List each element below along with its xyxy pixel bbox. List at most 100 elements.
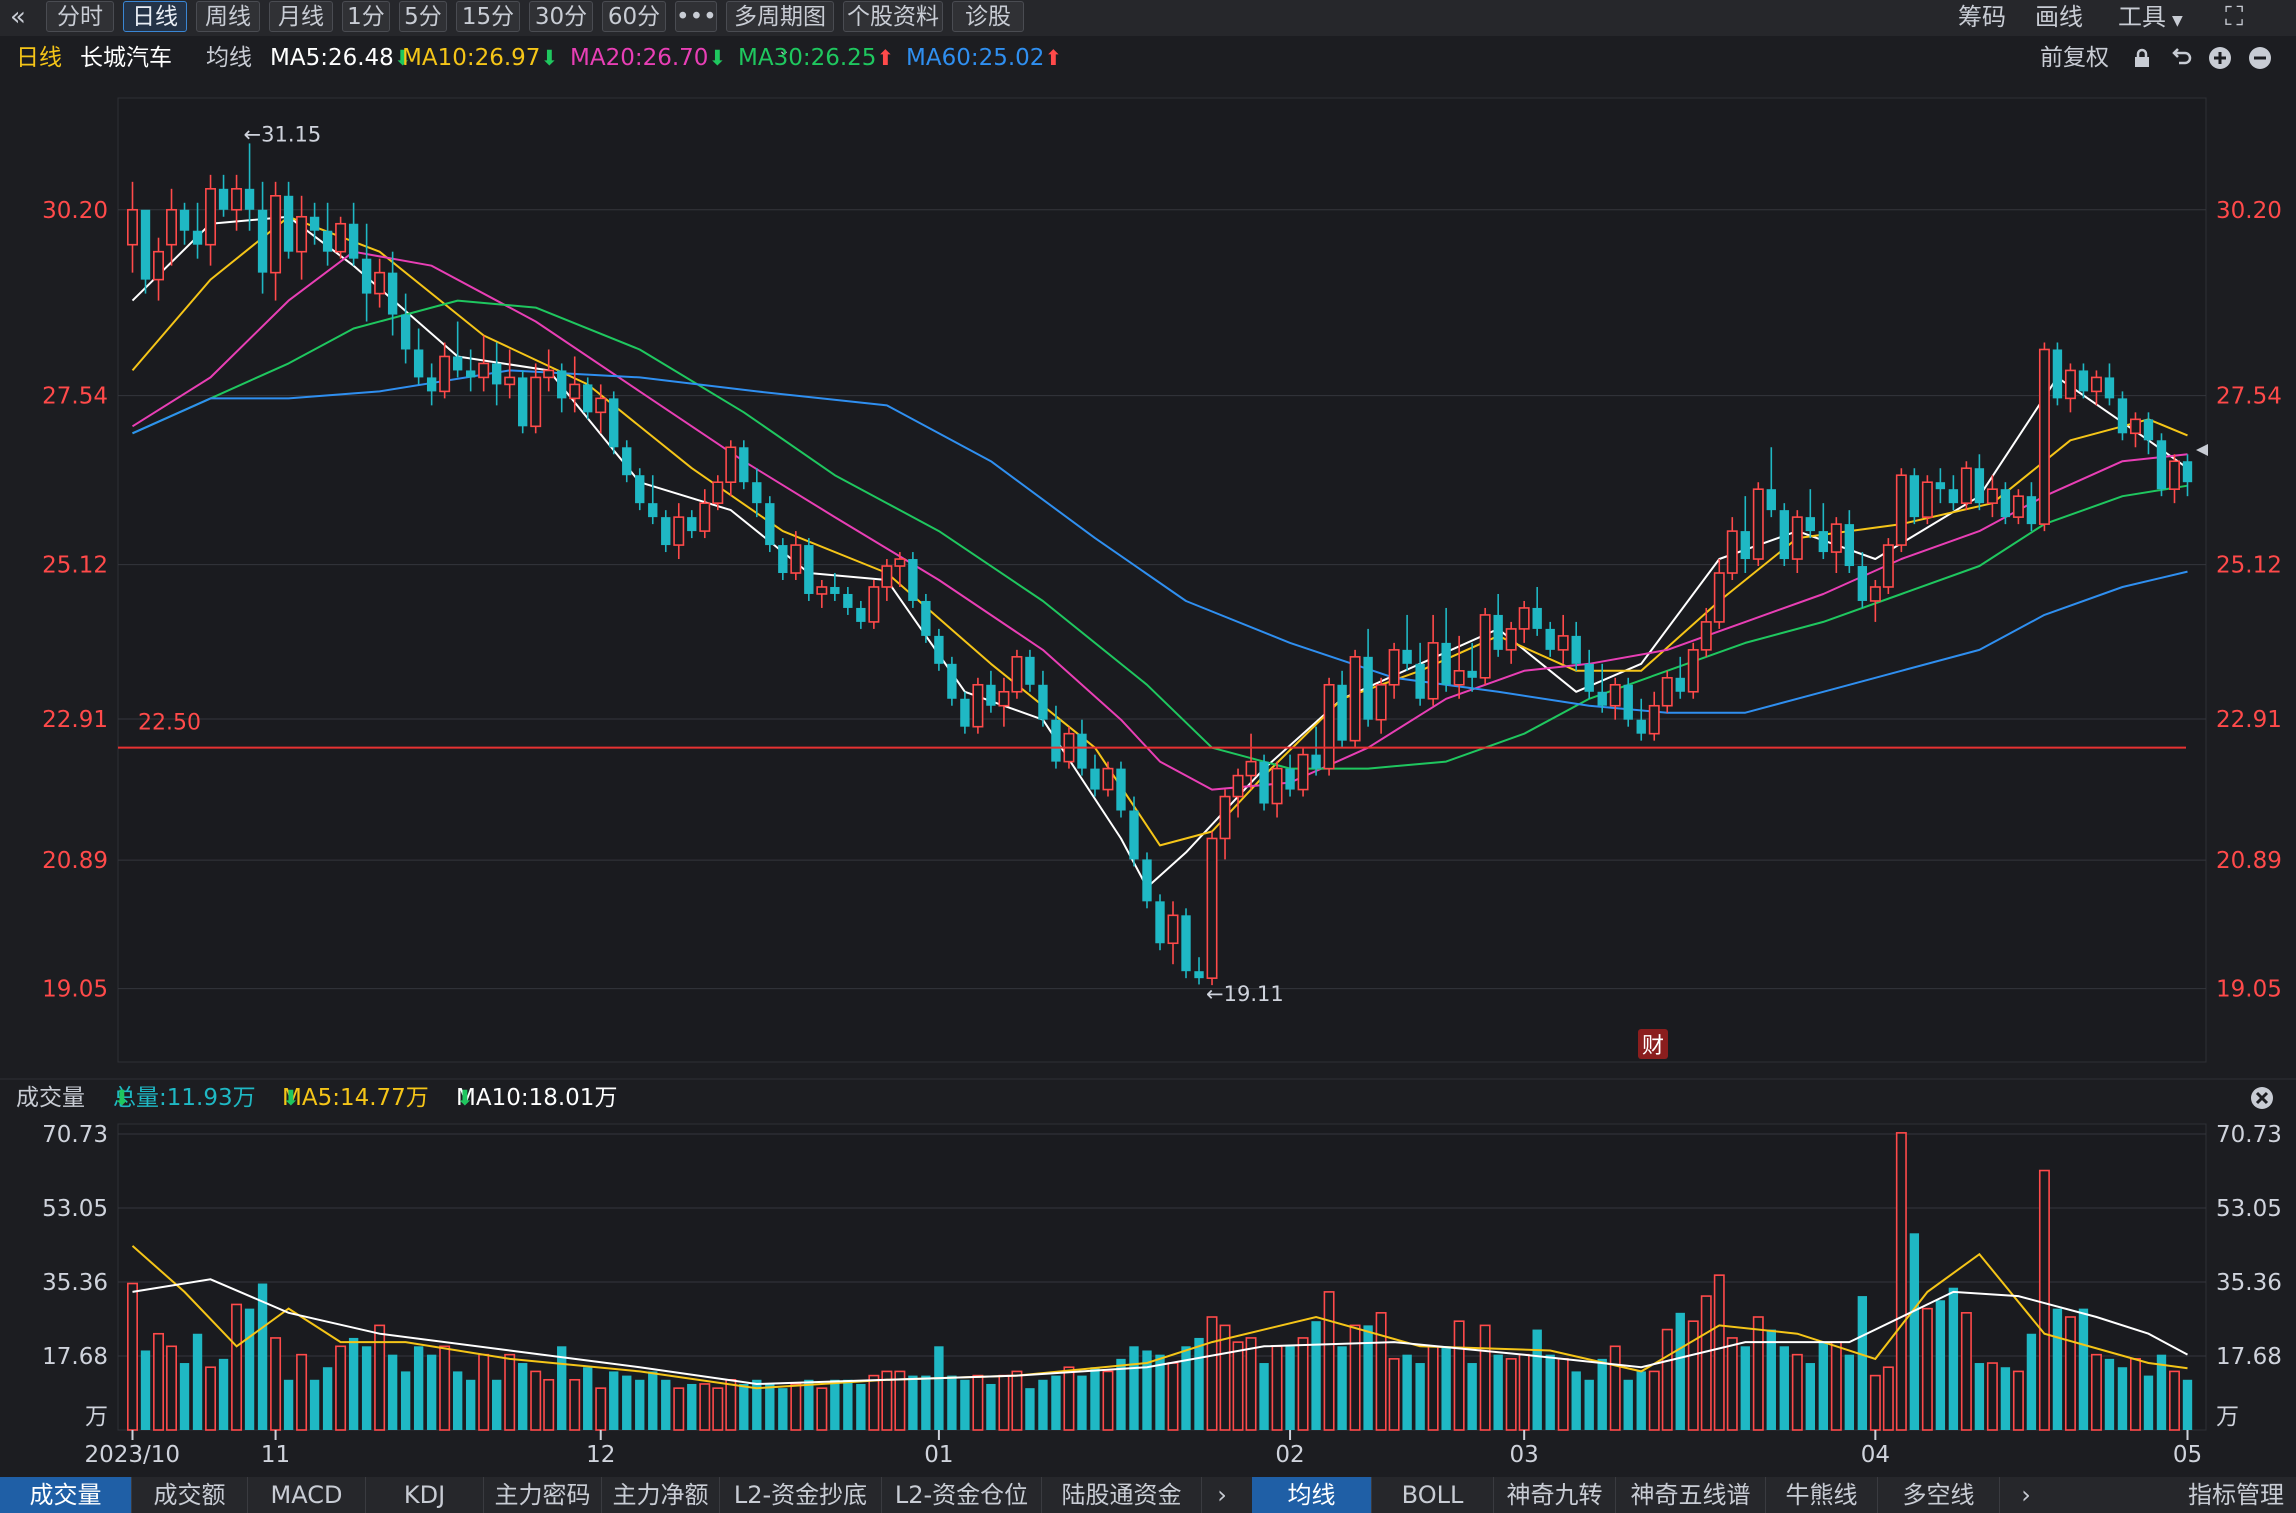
lock-icon[interactable] bbox=[2130, 46, 2154, 70]
candle-body bbox=[1441, 642, 1451, 685]
finance-marker[interactable]: 财 bbox=[1638, 1029, 1668, 1059]
volume-bar bbox=[296, 1353, 308, 1431]
overlay-tab-4[interactable]: 牛熊线 bbox=[1766, 1477, 1878, 1513]
zoom-out-icon[interactable] bbox=[2248, 46, 2272, 70]
chevron-right-icon[interactable]: › bbox=[1217, 1481, 1227, 1509]
tab-2[interactable]: 周线 bbox=[196, 1, 260, 32]
candle bbox=[921, 593, 931, 643]
indicator-tab-1[interactable]: 成交额 bbox=[132, 1477, 248, 1513]
volume-bar bbox=[1844, 1354, 1855, 1430]
candle-body bbox=[1271, 767, 1283, 805]
indicator-manage-button[interactable]: 指标管理 bbox=[2188, 1481, 2284, 1509]
candle-body bbox=[439, 355, 451, 393]
candle-body bbox=[894, 558, 906, 567]
overlay-tab-2[interactable]: 神奇九转 bbox=[1494, 1477, 1616, 1513]
volume-bar bbox=[1675, 1312, 1685, 1430]
candle bbox=[1441, 607, 1451, 692]
tab-12[interactable]: 诊股 bbox=[952, 1, 1024, 32]
candle bbox=[1051, 705, 1061, 769]
candle bbox=[1882, 538, 1894, 594]
candle-body bbox=[244, 188, 255, 210]
candle-body bbox=[712, 481, 724, 504]
draw-line-button[interactable]: 画线 bbox=[2035, 3, 2083, 31]
candle bbox=[1363, 628, 1373, 727]
indicator-tab-2[interactable]: MACD bbox=[248, 1477, 366, 1513]
tab-0[interactable]: 分时 bbox=[46, 1, 114, 32]
tab-6[interactable]: 15分 bbox=[456, 1, 520, 32]
undo-icon[interactable] bbox=[2170, 46, 2194, 70]
price-axis-label-left: 25.12 bbox=[42, 553, 108, 579]
overlay-tab-0[interactable]: 均线 bbox=[1252, 1477, 1372, 1513]
candle bbox=[687, 510, 697, 539]
indicator-tab-3[interactable]: KDJ bbox=[366, 1477, 484, 1513]
indicator-tab-0[interactable]: 成交量 bbox=[0, 1477, 132, 1513]
close-icon[interactable] bbox=[2250, 1086, 2274, 1110]
candle bbox=[569, 356, 581, 413]
double-chevron-left-icon[interactable]: « bbox=[10, 2, 26, 32]
candle bbox=[1102, 761, 1114, 797]
volume-bar bbox=[166, 1345, 178, 1431]
candle-body bbox=[1311, 754, 1321, 769]
overlay-tab-3[interactable]: 神奇五线谱 bbox=[1616, 1477, 1766, 1513]
indicator-tab-5[interactable]: 主力净额 bbox=[602, 1477, 720, 1513]
candle bbox=[1726, 517, 1738, 580]
volume-bar bbox=[998, 1374, 1010, 1431]
candle bbox=[1206, 831, 1218, 986]
tab-5[interactable]: 5分 bbox=[399, 1, 447, 32]
candle bbox=[725, 440, 737, 497]
candle bbox=[400, 293, 411, 364]
candle bbox=[1623, 677, 1633, 727]
tab-1[interactable]: 日线 bbox=[123, 1, 187, 32]
volume-bar bbox=[1779, 1346, 1789, 1430]
ma-legend-2: MA20:26.70⬇ bbox=[570, 38, 726, 78]
candle bbox=[699, 489, 711, 539]
candle bbox=[1479, 607, 1491, 685]
support-label: 22.50 bbox=[138, 711, 201, 736]
candle-body bbox=[1518, 607, 1530, 630]
volume-bar bbox=[1116, 1358, 1126, 1430]
tools-button[interactable]: 工具 ▼ bbox=[2118, 0, 2183, 34]
tab-3[interactable]: 月线 bbox=[269, 1, 333, 32]
candle-body bbox=[830, 586, 840, 594]
candle bbox=[2038, 342, 2050, 532]
adjust-mode-button[interactable]: 前复权 bbox=[2040, 45, 2109, 71]
candle bbox=[790, 531, 802, 580]
expand-icon[interactable]: ⛶ bbox=[2225, 2, 2244, 32]
overlay-tab-1[interactable]: BOLL bbox=[1372, 1477, 1494, 1513]
candle bbox=[1375, 677, 1387, 734]
volume-bar bbox=[609, 1371, 619, 1430]
period-label: 日线 bbox=[16, 45, 62, 71]
volume-bar bbox=[1518, 1353, 1530, 1431]
candle-body bbox=[881, 565, 893, 588]
more-chevron-icon[interactable]: › bbox=[2021, 1481, 2031, 1509]
tab-11[interactable]: 个股资料 bbox=[843, 1, 943, 32]
candle bbox=[1766, 447, 1776, 518]
volume-bar bbox=[518, 1363, 528, 1430]
volume-bar bbox=[752, 1379, 762, 1430]
tab-8[interactable]: 60分 bbox=[602, 1, 666, 32]
candle-body bbox=[270, 194, 282, 274]
candle bbox=[2143, 412, 2154, 455]
candle-body bbox=[140, 209, 151, 280]
candle bbox=[1909, 468, 1920, 525]
tab-7[interactable]: 30分 bbox=[529, 1, 593, 32]
tab-10[interactable]: 多周期图 ⌄ bbox=[726, 1, 834, 59]
candle-body bbox=[1844, 524, 1855, 567]
volume-bar bbox=[739, 1383, 749, 1430]
tab-4[interactable]: 1分 bbox=[342, 1, 390, 32]
tab-9[interactable]: ••• bbox=[675, 1, 717, 32]
overlay-tab-5[interactable]: 多空线 bbox=[1878, 1477, 2000, 1513]
indicator-tab-4[interactable]: 主力密码 bbox=[484, 1477, 602, 1513]
candle-body bbox=[804, 545, 814, 594]
volume-bar bbox=[1090, 1367, 1100, 1430]
chips-button[interactable]: 筹码 bbox=[1958, 3, 2006, 31]
zoom-in-icon[interactable] bbox=[2208, 46, 2232, 70]
candle bbox=[140, 209, 151, 294]
indicator-tab-8[interactable]: 陆股通资金 bbox=[1042, 1477, 1202, 1513]
candle-body bbox=[1661, 676, 1673, 707]
indicator-tab-6[interactable]: L2-资金抄底 bbox=[720, 1477, 882, 1513]
volume-bar bbox=[778, 1388, 788, 1430]
candle-body bbox=[1805, 517, 1815, 532]
indicator-tab-7[interactable]: L2-资金仓位 bbox=[882, 1477, 1042, 1513]
